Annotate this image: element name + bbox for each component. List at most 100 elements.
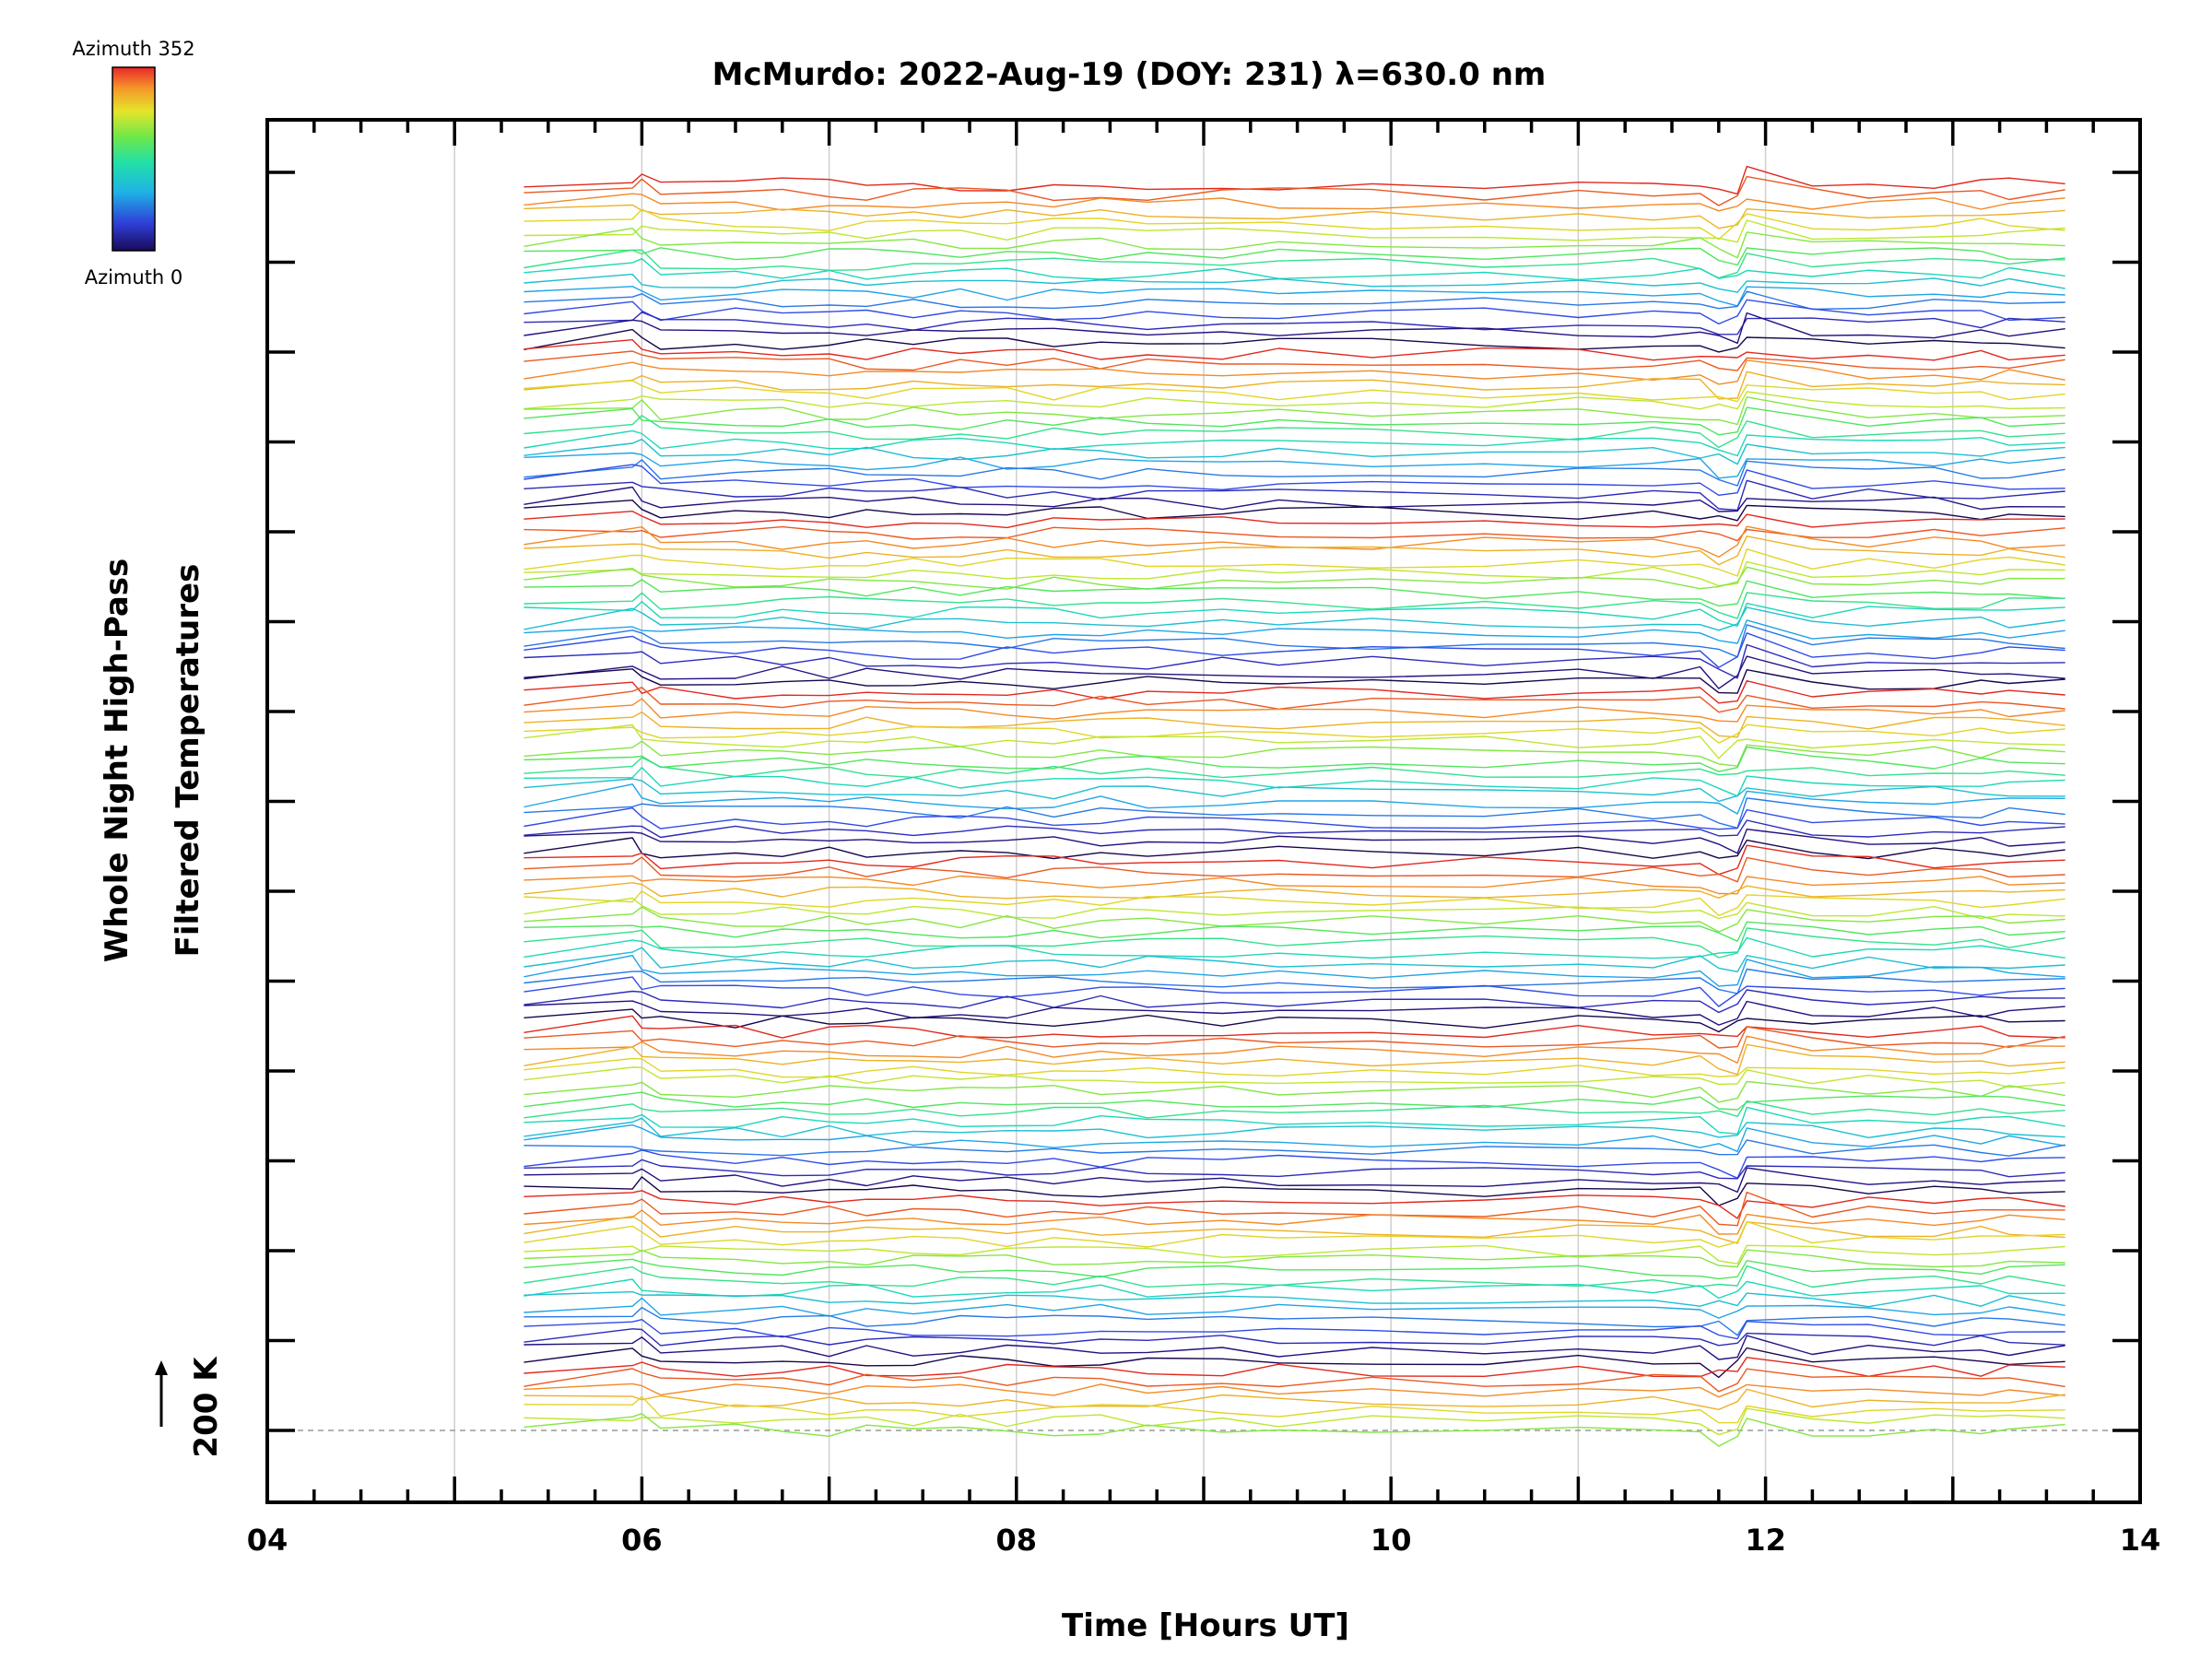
chart-title: McMurdo: 2022-Aug-19 (DOY: 231) λ=630.0 … [712, 56, 1547, 93]
series-line [524, 954, 2065, 987]
series-line [524, 882, 2065, 900]
series-line [524, 452, 2065, 479]
series-line [524, 1057, 2065, 1078]
series-line [524, 290, 2065, 311]
series-line [524, 312, 2065, 335]
series-line [524, 1368, 2065, 1393]
series-line [524, 247, 2065, 266]
series-line [524, 783, 2065, 815]
series-line [524, 1220, 2065, 1248]
y-axis-label-line2: Filtered Temperatures [170, 564, 206, 958]
series-line [524, 1139, 2065, 1157]
series-line [524, 1000, 2065, 1026]
series-line [524, 643, 2065, 679]
x-tick-label: 12 [1745, 1523, 1786, 1558]
series-line [524, 947, 2065, 973]
series-line [524, 680, 2065, 704]
series-line [524, 698, 2065, 723]
series-line [524, 921, 2065, 942]
colorbar-top-label: Azimuth 352 [72, 38, 194, 60]
series-line [524, 500, 2065, 522]
series-line [524, 1124, 2065, 1153]
series-line [524, 525, 2065, 542]
series-line [524, 1306, 2065, 1336]
series-line [524, 687, 2065, 713]
series-line [524, 989, 2065, 1014]
scale-arrow [155, 1360, 168, 1427]
series-line [524, 829, 2065, 854]
series-line [524, 560, 2065, 587]
series-line [524, 535, 2065, 566]
series-line [524, 1318, 2065, 1340]
series-line [524, 746, 2065, 772]
series-line [524, 601, 2065, 628]
series-line [524, 350, 2065, 371]
series-line [524, 856, 2065, 883]
series-line [524, 1091, 2065, 1111]
series-line [524, 1209, 2065, 1235]
series-line [524, 328, 2065, 353]
series-line [524, 208, 2065, 241]
series-line [524, 1191, 2065, 1227]
series-line [524, 1043, 2065, 1076]
series-line [524, 1347, 2065, 1379]
series-line [524, 165, 2065, 195]
series-line [524, 1008, 2065, 1033]
series-line [524, 757, 2065, 779]
series-line [524, 797, 2065, 830]
series-line [524, 592, 2065, 619]
series-line [524, 511, 2065, 529]
series-line [524, 1258, 2065, 1280]
series-line [524, 740, 2065, 767]
series-line [524, 668, 2065, 694]
series-line [524, 249, 2065, 279]
series-line [524, 837, 2065, 860]
series-line [524, 380, 2065, 403]
series-line [524, 1388, 2065, 1411]
series-line [524, 438, 2065, 465]
series-line [524, 606, 2065, 631]
x-tick-label: 08 [996, 1523, 1038, 1558]
series-line [524, 1117, 2065, 1139]
series-line [524, 579, 2065, 607]
x-tick-label: 14 [2120, 1523, 2161, 1558]
series-line [524, 976, 2065, 1007]
series-line [524, 1249, 2065, 1268]
x-axis-label: Time [Hours UT] [1062, 1607, 1349, 1644]
series-line [524, 1413, 2065, 1447]
series-line [524, 479, 2065, 512]
series-line [524, 525, 2065, 558]
series-line [524, 486, 2065, 512]
series-line [524, 1080, 2065, 1103]
series-line [524, 1328, 2065, 1347]
x-tick-labels: 04 06 08 10 12 14 [247, 1523, 2161, 1558]
series-line [524, 906, 2065, 933]
series-line [524, 711, 2065, 738]
series-line [524, 175, 2065, 206]
series-line [524, 1290, 2065, 1308]
series-line [524, 927, 2065, 959]
series-line [524, 819, 2065, 839]
series-line [524, 655, 2065, 689]
series-line [524, 1335, 2065, 1360]
series-line [524, 464, 2065, 496]
series-line [524, 624, 2065, 658]
series-line [524, 1066, 2065, 1088]
series-line [524, 632, 2065, 668]
series-line [524, 1167, 2065, 1194]
series-line [524, 1297, 2065, 1319]
series-line [524, 371, 2065, 400]
series-line [524, 1395, 2065, 1424]
series-line [524, 1265, 2065, 1288]
series-line [524, 875, 2065, 895]
series-line [524, 391, 2065, 410]
series-line [524, 286, 2065, 307]
series-line [524, 299, 2065, 325]
series-line [524, 219, 2065, 243]
series-line [524, 1278, 2065, 1300]
series-line [524, 897, 2065, 920]
series-line [524, 459, 2065, 487]
series-line [524, 936, 2065, 959]
series-line [524, 1244, 2065, 1265]
